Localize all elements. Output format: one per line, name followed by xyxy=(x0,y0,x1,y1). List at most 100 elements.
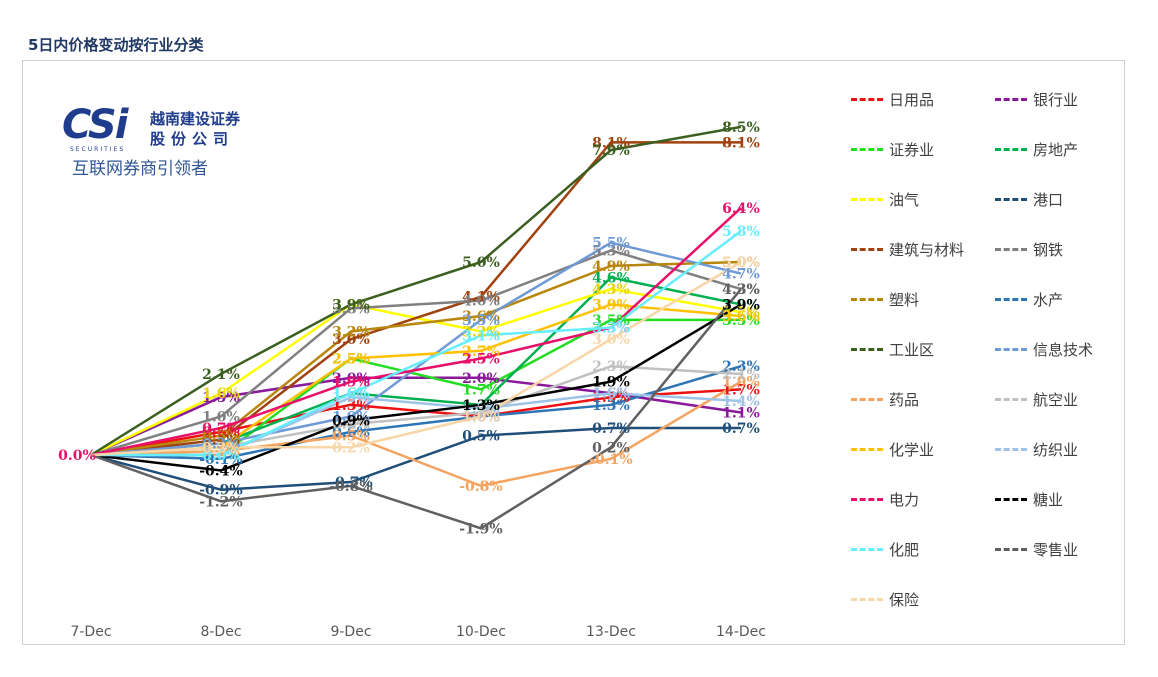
data-label: 0.3% xyxy=(202,436,240,452)
data-label: 3.9% xyxy=(722,297,760,313)
data-label: 0.0% xyxy=(202,448,240,464)
series-line-10 xyxy=(90,125,742,457)
legend-item: 信息技术 xyxy=(995,338,1093,360)
legend-item: 药品 xyxy=(851,388,919,410)
legend-item: 建筑与材料 xyxy=(851,238,964,260)
data-label: 3.9% xyxy=(722,297,760,313)
data-label: 3.3% xyxy=(592,321,630,337)
legend-item: 化学业 xyxy=(851,438,934,460)
legend-swatch xyxy=(851,397,883,401)
series-line-11 xyxy=(90,241,742,457)
data-label: 2.1% xyxy=(202,367,240,383)
legend-item: 保险 xyxy=(851,588,919,610)
legend-swatch xyxy=(995,347,1027,351)
legend-item: 银行业 xyxy=(995,88,1078,110)
legend-item: 塑料 xyxy=(851,288,919,310)
logo-subtitle: SECURITIES xyxy=(70,146,126,153)
x-tick-label: 14-Dec xyxy=(716,624,766,640)
data-label: 2.3% xyxy=(592,359,630,375)
data-label: 1.6% xyxy=(332,386,370,402)
data-label: 1.3% xyxy=(462,398,500,414)
data-label: 3.0% xyxy=(592,332,630,348)
data-label: 2.7% xyxy=(462,344,500,360)
data-label: 1.6% xyxy=(202,386,240,402)
legend-label: 纺织业 xyxy=(1033,440,1079,459)
data-label: 2.5% xyxy=(332,352,370,368)
data-label: 3.0% xyxy=(332,332,370,348)
legend-label: 港口 xyxy=(1033,190,1064,209)
legend-label: 信息技术 xyxy=(1033,340,1094,359)
data-label: 0.2% xyxy=(202,440,240,456)
legend-swatch xyxy=(851,547,883,551)
data-label: 4.0% xyxy=(462,294,500,310)
data-label: 8.1% xyxy=(722,135,760,151)
legend-label: 药品 xyxy=(889,390,920,409)
data-label: 1.2% xyxy=(462,402,500,418)
series-line-17 xyxy=(90,303,742,472)
logo-tagline: 互联网券商引领者 xyxy=(72,159,208,179)
x-tick-label: 7-Dec xyxy=(70,624,111,640)
legend-item: 零售业 xyxy=(995,538,1078,560)
data-label: 5.8% xyxy=(722,224,760,240)
logo-mark: CSi xyxy=(62,102,128,148)
legend-label: 塑料 xyxy=(889,290,920,309)
logo-name-line2: 股份公司 xyxy=(150,130,235,148)
data-label: 2.0% xyxy=(332,371,370,387)
series-line-6 xyxy=(90,141,741,457)
data-label: 0.8% xyxy=(332,417,370,433)
data-label: 1.0% xyxy=(462,409,500,425)
data-label: 3.2% xyxy=(332,324,370,340)
x-tick-label: 9-Dec xyxy=(330,624,371,640)
data-label: 1.5% xyxy=(202,390,240,406)
data-label: 1.7% xyxy=(462,382,500,398)
legend-swatch xyxy=(995,197,1027,201)
data-label: 0.2% xyxy=(332,440,370,456)
data-label: 0.0% xyxy=(202,448,240,464)
data-label: 8.1% xyxy=(592,135,630,151)
series-line-7 xyxy=(90,249,742,457)
legend-item: 房地产 xyxy=(995,138,1078,160)
data-label: 2.1% xyxy=(722,367,760,383)
chart-container: 7-Dec 8-Dec 9-Dec 10-Dec 13-Dec 14-Dec 0.6% 1.3… xyxy=(22,60,1125,645)
data-label: -0.9% xyxy=(199,483,242,499)
legend-label: 工业区 xyxy=(889,340,935,359)
legend-swatch xyxy=(995,97,1027,101)
data-label: 0.5% xyxy=(202,429,240,445)
page-title: 5日内价格变动按行业分类 xyxy=(28,36,204,54)
data-label: 3.1% xyxy=(462,328,500,344)
legend-swatch xyxy=(995,447,1027,451)
series-line-12 xyxy=(90,380,742,488)
legend-label: 钢铁 xyxy=(1033,240,1064,259)
legend-item: 港口 xyxy=(995,188,1063,210)
series-line-18 xyxy=(91,230,742,457)
legend-item: 电力 xyxy=(851,488,919,510)
x-tick-label: 8-Dec xyxy=(200,624,241,640)
data-label: 3.6% xyxy=(462,309,500,325)
data-label: 3.9% xyxy=(332,297,370,313)
data-label: 5.3% xyxy=(592,243,630,259)
data-label: 1.6% xyxy=(332,386,370,402)
data-label: 0.5% xyxy=(462,429,500,445)
data-label: 8.5% xyxy=(722,120,760,136)
series-line-1 xyxy=(90,376,742,457)
data-label: -0.7% xyxy=(329,475,372,491)
data-label: 4.3% xyxy=(722,282,760,298)
data-label: 0.2% xyxy=(592,440,630,456)
data-label: 3.7% xyxy=(722,305,760,321)
legend-label: 建筑与材料 xyxy=(889,240,965,259)
data-label: -1.2% xyxy=(199,494,242,510)
legend-swatch xyxy=(851,247,883,251)
data-label: 2.0% xyxy=(462,371,500,387)
data-label: 5.5% xyxy=(592,236,630,252)
data-label: 1.7% xyxy=(722,382,760,398)
series-line-19 xyxy=(90,288,742,530)
data-label: 0.6% xyxy=(332,425,370,441)
data-label: 1.9% xyxy=(722,375,760,391)
legend-label: 房地产 xyxy=(1033,140,1079,159)
legend-item: 日用品 xyxy=(851,88,934,110)
legend-swatch xyxy=(851,97,883,101)
legend-label: 糖业 xyxy=(1033,490,1064,509)
legend-item: 纺织业 xyxy=(995,438,1078,460)
data-label: 4.1% xyxy=(462,290,500,306)
data-label: 3.5% xyxy=(462,313,500,329)
